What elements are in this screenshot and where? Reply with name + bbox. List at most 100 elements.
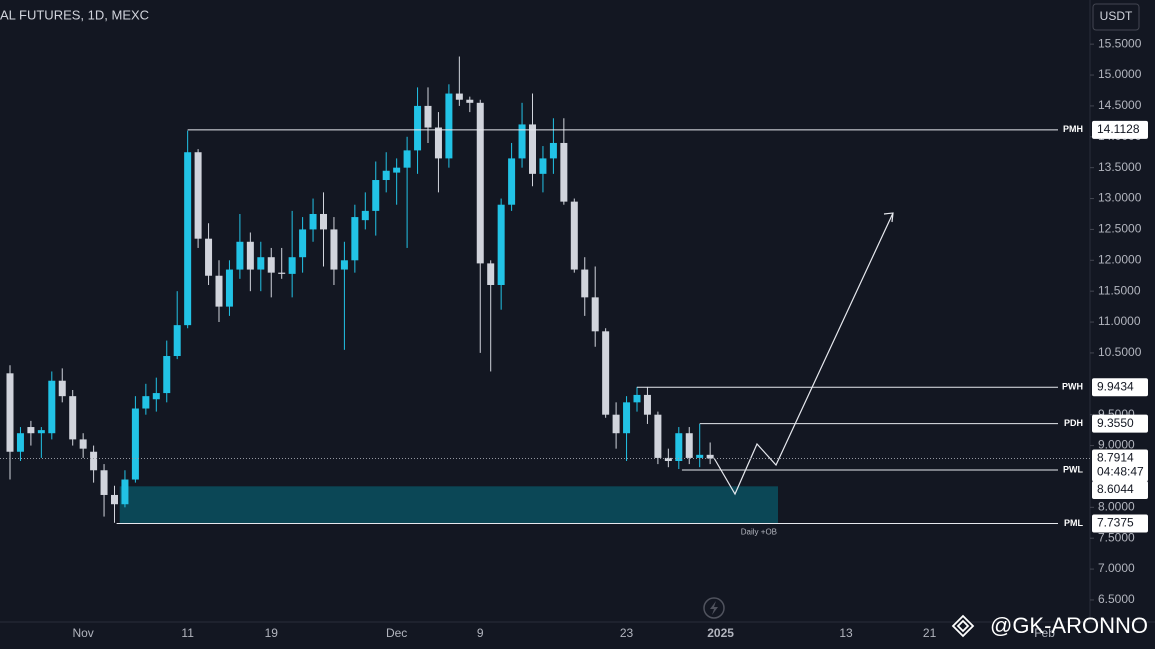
candle-body <box>278 272 286 274</box>
candle-body <box>246 241 254 270</box>
x-tick-label: 13 <box>839 626 853 640</box>
candle-body <box>654 414 662 458</box>
level-name: PWL <box>1063 464 1083 474</box>
y-tick-label: 11.0000 <box>1098 314 1141 328</box>
candle-body <box>424 105 432 128</box>
level-name: PDH <box>1064 418 1083 428</box>
y-tick-label: 6.5000 <box>1098 592 1135 606</box>
candle-body <box>163 356 171 394</box>
y-tick-label: 15.5000 <box>1098 36 1142 50</box>
candle-body <box>215 275 223 307</box>
candle-body <box>361 210 369 221</box>
candle-body <box>69 396 77 440</box>
countdown-label: 04:48:47 <box>1097 465 1144 479</box>
y-tick-label: 7.0000 <box>1098 561 1135 575</box>
replay-icon[interactable] <box>703 597 725 619</box>
candle-body <box>602 331 610 415</box>
candle-body <box>267 257 275 273</box>
candle-body <box>685 433 693 458</box>
candle-body <box>393 167 401 173</box>
y-tick-label: 12.0000 <box>1098 252 1142 266</box>
candle-body <box>612 414 620 434</box>
x-tick-label: 19 <box>265 626 279 640</box>
candle-body <box>455 93 463 100</box>
candle-body <box>309 213 317 230</box>
x-tick-label: 23 <box>620 626 634 640</box>
level-name: PML <box>1064 518 1084 528</box>
level-price-box <box>1092 480 1148 499</box>
candle-body <box>351 217 359 261</box>
candle-body <box>497 204 505 286</box>
currency-button[interactable] <box>1092 3 1140 31</box>
level-price-label: 8.6044 <box>1097 482 1134 496</box>
candle-body <box>623 402 631 434</box>
candle-body <box>466 99 474 103</box>
candle-body <box>529 124 536 174</box>
y-tick-label: 14.5000 <box>1098 98 1142 112</box>
level-price-label: 14.1128 <box>1097 122 1140 136</box>
y-tick-label: 12.5000 <box>1098 222 1142 236</box>
level-price-label: 9.3550 <box>1097 416 1134 430</box>
level-price-label: 7.7375 <box>1097 516 1134 530</box>
candle-body <box>706 454 714 459</box>
watermark-logo <box>951 614 975 638</box>
candle-body <box>236 241 244 270</box>
candle-body <box>257 257 265 270</box>
candle-body <box>131 408 139 480</box>
candle-body <box>549 142 557 159</box>
y-tick-label: 13.0000 <box>1098 191 1142 205</box>
candle-body <box>79 439 87 449</box>
currency-label[interactable]: USDT <box>1100 9 1133 23</box>
candle-body <box>152 393 160 400</box>
candle-body <box>320 213 327 230</box>
candle-body <box>570 201 578 270</box>
candle-body <box>591 297 599 332</box>
y-tick-label: 11.5000 <box>1098 283 1141 297</box>
x-tick-label: Nov <box>72 626 93 640</box>
candle-body <box>173 325 181 357</box>
x-tick-label: 21 <box>923 626 937 640</box>
candle-body <box>16 433 24 452</box>
level-price-box <box>1092 120 1148 139</box>
chart-title: AL FUTURES, 1D, MEXC <box>0 7 149 22</box>
zone-label: Daily +OB <box>741 528 777 537</box>
candle-body <box>476 102 484 264</box>
last-price-label: 8.7914 <box>1097 451 1134 465</box>
level-name: PWH <box>1062 382 1083 392</box>
candle-body <box>90 451 98 471</box>
candle-body <box>675 433 683 462</box>
x-tick-label: Feb <box>1034 626 1055 640</box>
candle-body <box>539 158 547 174</box>
candle-body <box>194 152 202 239</box>
candle-body <box>382 170 390 181</box>
candle-body <box>643 394 651 415</box>
y-tick-label: 7.5000 <box>1098 530 1135 544</box>
candle-body <box>508 158 516 205</box>
candle-body <box>664 457 672 462</box>
x-tick-label: 2025 <box>707 626 734 640</box>
last-price-box <box>1092 449 1148 482</box>
x-tick-label: 9 <box>477 626 484 640</box>
y-tick-label: 9.0000 <box>1098 438 1135 452</box>
candle-body <box>299 229 307 258</box>
watermark: @GK-ARONNO <box>990 613 1148 638</box>
candle-body <box>48 380 56 434</box>
candle-body <box>27 427 35 434</box>
y-tick-label: 15.0000 <box>1098 67 1142 81</box>
candle-body <box>372 180 380 211</box>
projection-arrowhead <box>883 212 894 223</box>
candle-body <box>184 152 192 326</box>
candle-body <box>518 124 526 159</box>
y-tick-label: 13.5000 <box>1098 160 1142 174</box>
candle-body <box>560 142 568 202</box>
replay-icon-bolt <box>710 601 718 615</box>
candle-body <box>225 269 233 307</box>
level-price-label: 9.9434 <box>1097 379 1134 393</box>
candle-body <box>142 396 150 409</box>
candle-body <box>445 93 453 159</box>
x-tick-label: 11 <box>181 626 194 640</box>
candle-body <box>487 263 495 286</box>
candle-body <box>121 479 129 505</box>
